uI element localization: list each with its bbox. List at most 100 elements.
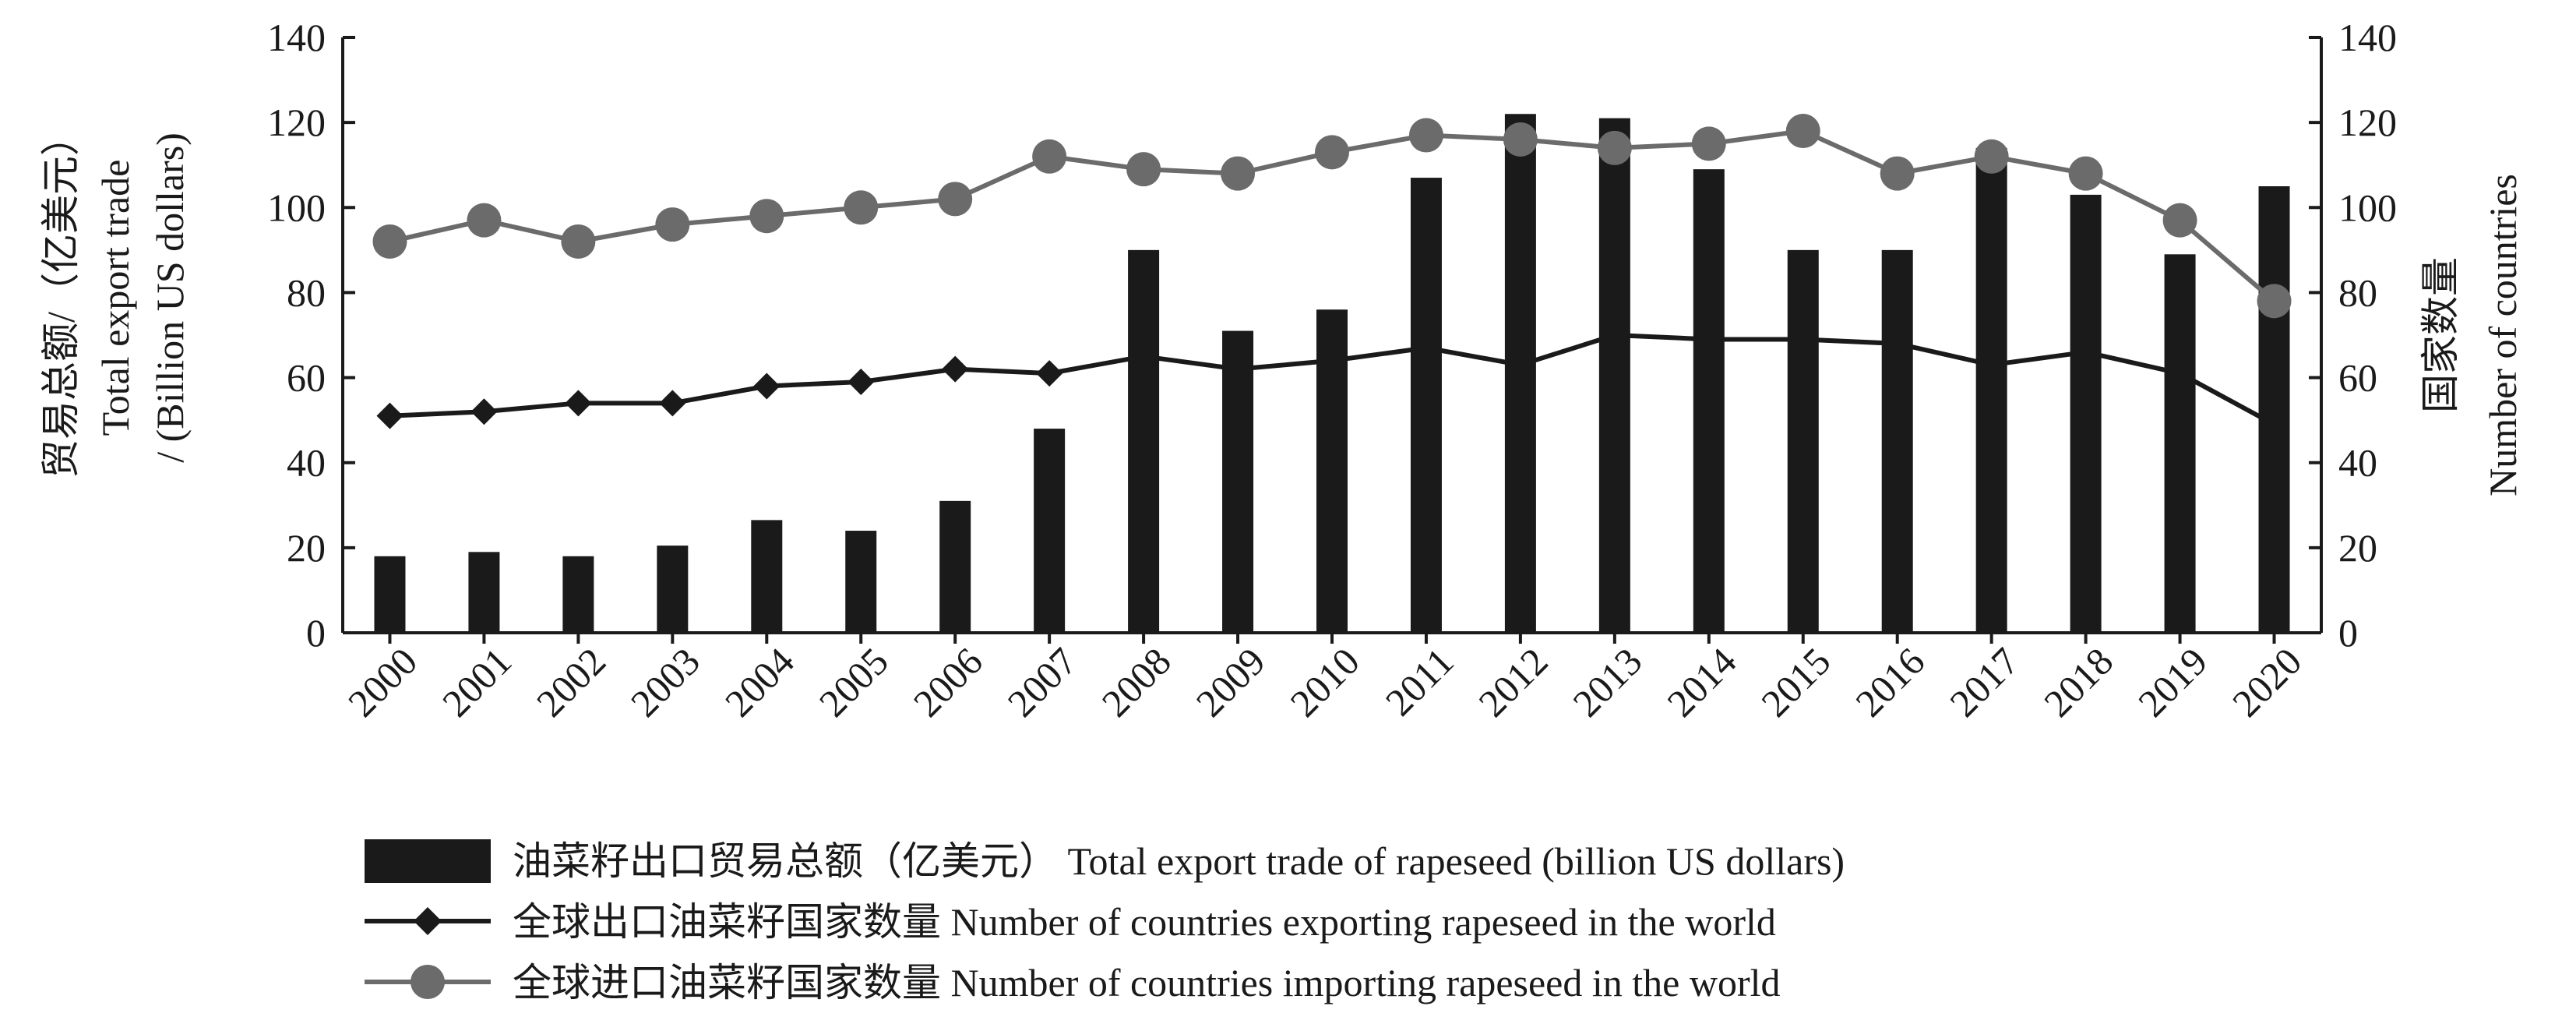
diamond-point xyxy=(2072,338,2099,365)
right-tick-label: 0 xyxy=(2338,611,2358,655)
circle-point xyxy=(655,207,690,242)
circle-point xyxy=(1974,139,2009,174)
right-tick-label: 140 xyxy=(2338,16,2397,59)
diamond-point xyxy=(1036,360,1063,387)
legend-export-label: 全球出口油菜籽国家数量 Number of countries exportin… xyxy=(513,900,1776,944)
right-tick-label: 100 xyxy=(2338,185,2397,229)
x-tick-label: 2018 xyxy=(2035,639,2121,725)
bar xyxy=(1881,249,1913,633)
circle-point xyxy=(1503,122,1538,157)
circle-point xyxy=(749,199,784,234)
diamond-point xyxy=(1130,343,1158,370)
right-axis-title: 国家数量 Number of countries xyxy=(2419,174,2525,496)
x-tick-label: 2011 xyxy=(1377,639,1462,724)
diamond-point xyxy=(848,369,875,396)
left-tick-label: 100 xyxy=(267,185,326,229)
circle-point xyxy=(1691,126,1726,161)
bar xyxy=(1693,169,1725,633)
legend-bar-label: 油菜籽出口贸易总额（亿美元） Total export trade of rap… xyxy=(513,839,1845,883)
bar xyxy=(939,500,971,633)
left-tick-label: 0 xyxy=(306,611,326,655)
circle-point xyxy=(1126,152,1161,187)
x-tick-label: 2016 xyxy=(1847,639,1933,725)
diamond-point xyxy=(1884,330,1911,357)
legend-diamond-marker xyxy=(414,907,442,935)
right-tick-label: 20 xyxy=(2338,526,2377,570)
left-tick-label: 40 xyxy=(287,441,326,485)
x-tick-label: 2015 xyxy=(1753,639,1838,725)
right-tick-label: 80 xyxy=(2338,270,2377,314)
left-tick-label: 20 xyxy=(287,526,326,570)
diamond-point xyxy=(1978,351,2005,379)
left-axis-title-line1: 贸易总额/（亿美元） xyxy=(39,117,83,478)
left-axis-title: 贸易总额/（亿美元） Total export trade / (Billion… xyxy=(39,117,192,478)
bar xyxy=(1128,249,1160,633)
bar xyxy=(845,531,877,633)
right-axis-title-line1: 国家数量 xyxy=(2419,257,2462,413)
diamond-point xyxy=(1412,334,1440,362)
diamond-point xyxy=(1789,326,1817,353)
circle-point xyxy=(844,190,879,225)
diamond-point xyxy=(1225,355,1252,383)
circle-point xyxy=(1785,114,1820,149)
diamond-point xyxy=(1601,322,1628,348)
bar xyxy=(1975,147,2007,633)
diamond-point xyxy=(470,398,498,425)
circle-point xyxy=(2068,156,2103,191)
circle-point xyxy=(561,224,596,259)
x-tick-label: 2001 xyxy=(434,639,520,725)
x-tick-label: 2014 xyxy=(1658,639,1744,725)
circle-point xyxy=(1597,130,1632,165)
circle-point xyxy=(467,203,502,238)
bar xyxy=(2070,194,2102,633)
bar xyxy=(1410,178,1442,634)
circle-point xyxy=(1408,118,1443,153)
bar xyxy=(2164,254,2196,633)
x-tick-label: 2020 xyxy=(2224,639,2310,725)
x-tick-label: 2004 xyxy=(717,639,802,725)
legend-circle-marker xyxy=(411,965,445,999)
diamond-point xyxy=(2261,411,2288,438)
x-tick-label: 2002 xyxy=(528,639,614,725)
x-tick-label: 2017 xyxy=(1941,639,2027,725)
bar xyxy=(562,556,594,633)
circle-point xyxy=(1221,156,1256,191)
left-tick-label: 120 xyxy=(267,101,326,144)
diamond-point xyxy=(942,355,969,383)
diamond-point xyxy=(1319,347,1345,374)
export-countries-series xyxy=(376,322,2288,438)
diamond-point xyxy=(2166,360,2194,387)
left-axis-title-line3: / (Billion US dollars) xyxy=(148,132,192,463)
bar xyxy=(374,556,406,633)
circle-point xyxy=(1032,139,1067,174)
import-countries-series xyxy=(372,114,2292,319)
legend: 油菜籽出口贸易总额（亿美元） Total export trade of rap… xyxy=(365,839,1845,1005)
circle-point xyxy=(1880,156,1915,191)
x-tick-label: 2012 xyxy=(1470,639,1556,725)
x-tick-label: 2003 xyxy=(622,639,708,725)
diamond-point xyxy=(753,373,781,400)
right-tick-label: 120 xyxy=(2338,101,2397,144)
legend-import-label: 全球进口油菜籽国家数量 Number of countries importin… xyxy=(513,961,1781,1005)
circle-point xyxy=(938,182,973,217)
circle-point xyxy=(1315,135,1349,170)
diamond-point xyxy=(565,390,592,417)
x-tick-label: 2008 xyxy=(1094,639,1179,725)
legend-bar-swatch xyxy=(365,839,491,883)
right-axis-title-line2: Number of countries xyxy=(2481,174,2525,496)
bar xyxy=(2258,186,2290,633)
circle-point xyxy=(372,224,407,259)
x-tick-label: 2010 xyxy=(1281,639,1367,725)
x-tick-label: 2009 xyxy=(1188,639,1274,725)
x-tick-label: 2019 xyxy=(2130,639,2215,725)
circle-point xyxy=(2162,203,2197,238)
diamond-point xyxy=(1695,326,1722,353)
right-tick-label: 40 xyxy=(2338,441,2377,485)
x-tick-label: 2006 xyxy=(905,639,991,725)
x-tick-label: 2005 xyxy=(811,639,897,725)
left-tick-label: 60 xyxy=(287,356,326,400)
line-series xyxy=(372,114,2292,438)
diamond-point xyxy=(376,402,403,429)
left-tick-label: 80 xyxy=(287,270,326,314)
